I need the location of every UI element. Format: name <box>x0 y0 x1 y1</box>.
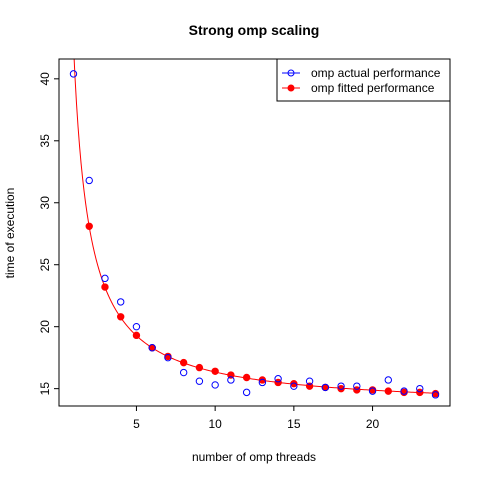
actual-point <box>337 382 345 390</box>
actual-point <box>431 391 440 399</box>
actual-point <box>242 388 251 397</box>
plot-frame <box>58 58 451 407</box>
actual-point <box>353 382 361 390</box>
fitted-point <box>117 313 125 321</box>
actual-point <box>85 176 93 185</box>
fitted-point <box>290 379 298 388</box>
actual-point <box>69 70 78 78</box>
fitted-point <box>242 373 251 382</box>
actual-point <box>274 375 282 383</box>
x-tick-label: 10 <box>208 417 222 431</box>
actual-point <box>305 377 314 385</box>
fitted-point <box>416 388 424 397</box>
y-axis-label: time of execution <box>3 188 17 279</box>
actual-point <box>368 387 377 395</box>
x-tick-label: 20 <box>366 417 380 431</box>
x-axis-label: number of omp threads <box>192 450 316 464</box>
legend-marker-fitted <box>287 84 295 92</box>
actual-point <box>400 387 408 395</box>
actual-point <box>290 382 298 390</box>
legend-box <box>276 58 451 102</box>
actual-point <box>148 344 156 352</box>
actual-point <box>117 298 125 306</box>
legend: omp actual performance omp fitted perfor… <box>276 58 451 102</box>
actual-point <box>227 376 235 384</box>
actual-point <box>179 368 188 377</box>
actual-point <box>101 274 109 283</box>
legend-label-actual: omp actual performance <box>311 66 441 80</box>
x-tick-label: 15 <box>287 417 301 431</box>
fitted-point <box>195 363 204 372</box>
actual-point <box>211 381 219 389</box>
fitted-point <box>101 283 109 291</box>
fitted-point <box>384 387 392 395</box>
chart-title: Strong omp scaling <box>189 22 320 38</box>
y-tick-label: 40 <box>38 72 52 86</box>
fitted-point <box>227 371 235 379</box>
fitted-point <box>85 222 93 231</box>
legend-label-fitted: omp fitted performance <box>311 81 435 95</box>
fitted-point <box>211 367 219 375</box>
fitted-point <box>353 386 361 394</box>
fitted-point <box>179 358 188 367</box>
x-tick-label: 5 <box>133 417 140 431</box>
y-tick-label: 20 <box>38 320 52 334</box>
y-tick-label: 35 <box>38 134 52 148</box>
actual-point <box>321 383 330 392</box>
y-axis: 15 20 25 30 35 40 <box>38 72 59 395</box>
actual-point <box>132 322 141 331</box>
actual-point <box>164 353 172 362</box>
actual-point <box>416 384 424 393</box>
actual-point <box>195 377 204 385</box>
y-tick-label: 15 <box>38 382 52 396</box>
fitted-point <box>258 376 267 384</box>
fitted-point <box>274 378 282 387</box>
fitted-point <box>337 384 345 393</box>
fitted-point <box>305 382 314 390</box>
actual-point <box>258 378 267 387</box>
fitted-point <box>132 331 141 340</box>
y-tick-label: 25 <box>38 258 52 272</box>
points-layer <box>69 70 440 399</box>
x-axis: 5 10 15 20 <box>133 406 380 431</box>
legend-marker-actual <box>287 69 295 77</box>
actual-point <box>384 376 392 384</box>
y-tick-label: 30 <box>38 196 52 210</box>
